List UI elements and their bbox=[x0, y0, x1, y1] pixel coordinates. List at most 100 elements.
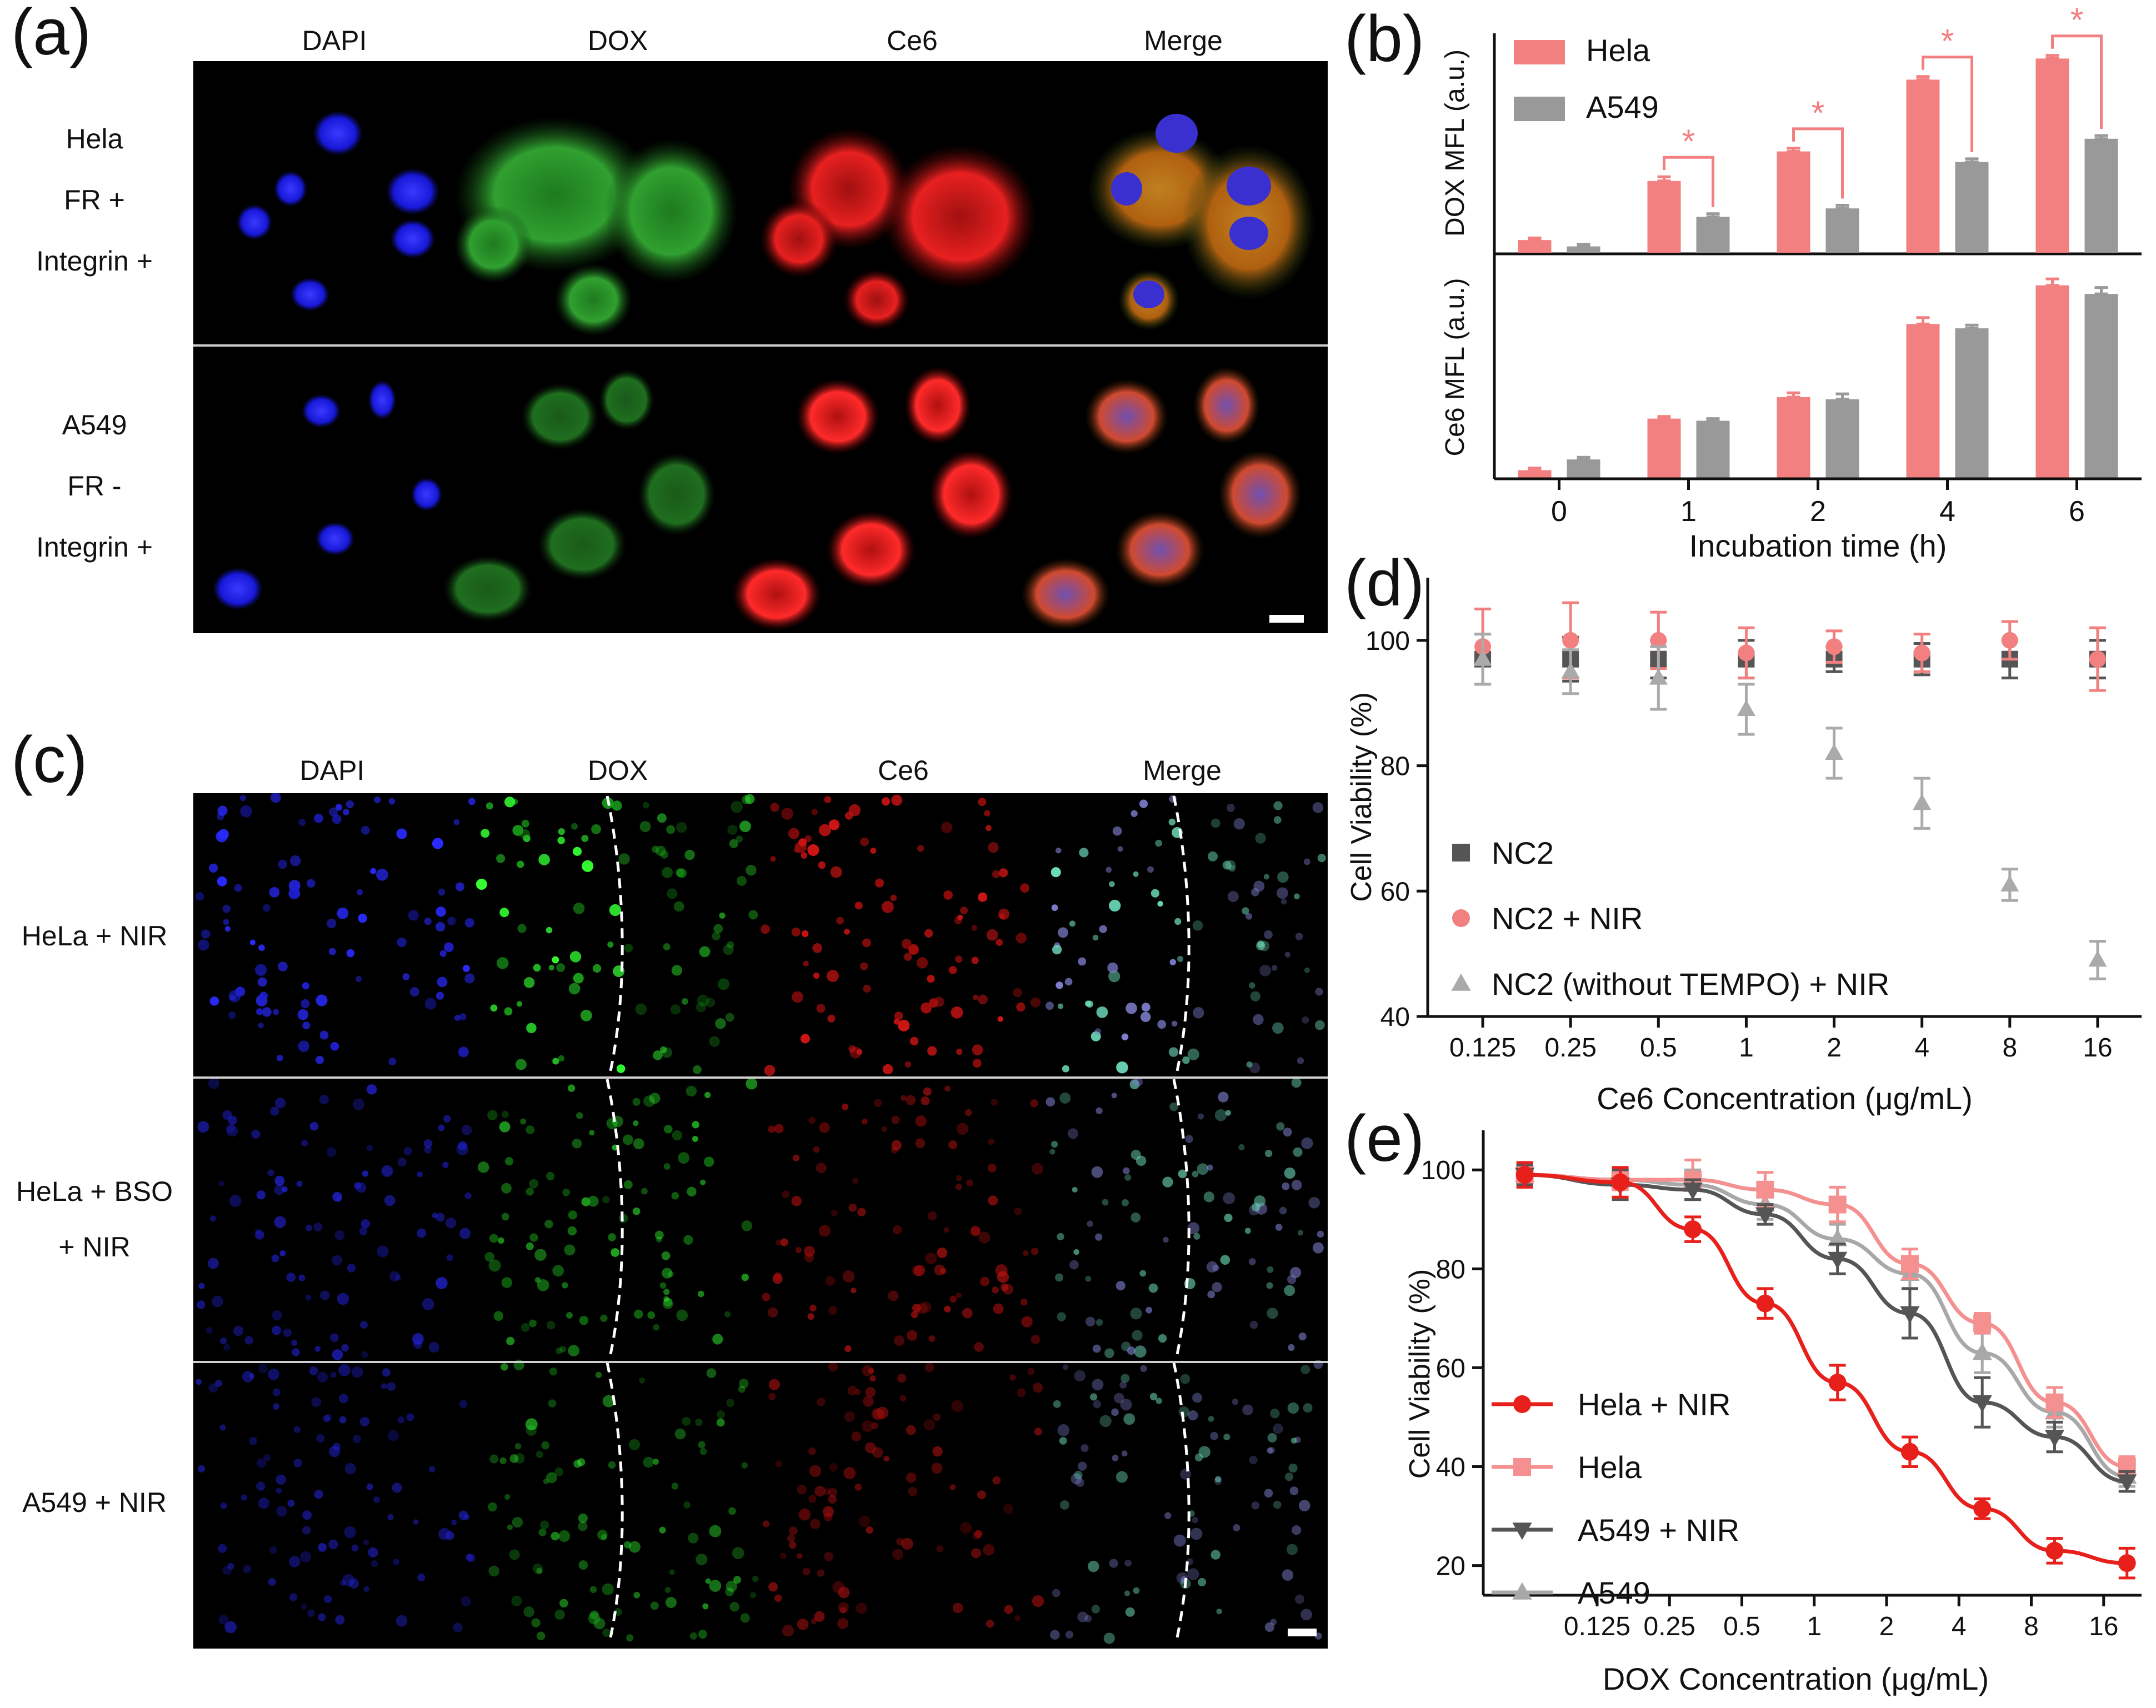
x-axis-label: Ce6 Concentration (μg/mL) bbox=[1597, 1081, 1973, 1116]
cell-dot bbox=[1059, 1500, 1069, 1510]
cell-dot bbox=[314, 813, 323, 823]
cell-dot bbox=[1071, 1473, 1082, 1485]
cell-dot bbox=[417, 1171, 423, 1178]
cell-dot bbox=[792, 1154, 800, 1161]
cell-dot bbox=[423, 1139, 433, 1149]
cell-dot bbox=[557, 837, 565, 844]
cell-dot bbox=[233, 1325, 244, 1336]
cell-dot bbox=[921, 1002, 932, 1014]
cell-dot bbox=[437, 976, 448, 988]
cell-dot bbox=[523, 834, 531, 842]
cell-dot bbox=[782, 1190, 790, 1199]
cell-dot bbox=[314, 1490, 323, 1499]
cell-dot bbox=[1157, 900, 1163, 907]
cell-dot bbox=[1016, 933, 1027, 944]
cell-dot bbox=[1168, 1047, 1179, 1057]
cell-dot bbox=[206, 1327, 213, 1334]
row-label-line: FR + bbox=[64, 184, 125, 216]
panel-a-letter: (a) bbox=[11, 0, 92, 69]
cell-dot bbox=[382, 1368, 391, 1377]
bar bbox=[1906, 79, 1940, 253]
cell-dot bbox=[567, 1226, 577, 1236]
cell-dot bbox=[509, 1549, 520, 1560]
cell-dot bbox=[662, 1299, 673, 1309]
cell-dot bbox=[898, 1019, 910, 1031]
cell-dot bbox=[1177, 955, 1184, 963]
significance-star: * bbox=[1941, 23, 1954, 60]
cell-dot bbox=[1169, 959, 1177, 965]
cell-dot bbox=[881, 797, 891, 806]
panel-c-scale-bar bbox=[1288, 1629, 1317, 1636]
cell-dot bbox=[1250, 888, 1259, 896]
x-tick-label: 4 bbox=[1914, 1033, 1929, 1063]
cell-dot bbox=[901, 1095, 907, 1101]
cell-dot bbox=[1032, 1595, 1044, 1607]
cell-dot bbox=[1192, 1170, 1199, 1178]
cell-dot bbox=[392, 1482, 402, 1493]
cell-dot bbox=[356, 1182, 367, 1193]
cell-dot bbox=[858, 1515, 871, 1527]
data-point bbox=[1649, 668, 1668, 685]
cell-dot bbox=[1185, 1135, 1193, 1143]
cell-dot bbox=[871, 1422, 879, 1430]
cell-dot bbox=[226, 1124, 235, 1133]
cell-dot bbox=[804, 835, 812, 843]
cell-dot bbox=[1067, 1128, 1079, 1139]
cell-dot bbox=[351, 1544, 359, 1552]
cell-dot bbox=[988, 1139, 994, 1145]
nucleus bbox=[291, 278, 329, 311]
cell-dot bbox=[572, 1139, 582, 1149]
cell-dot bbox=[1123, 1167, 1130, 1175]
cell-dot bbox=[1284, 1472, 1294, 1481]
data-point bbox=[2089, 650, 2106, 668]
y-tick-label: 60 bbox=[1436, 1354, 1465, 1383]
cell-dot bbox=[623, 1180, 633, 1189]
cell-dot bbox=[1088, 1560, 1099, 1572]
cell-dot bbox=[564, 1244, 576, 1256]
cell-dot bbox=[276, 1506, 287, 1517]
cell-dot bbox=[699, 1447, 707, 1455]
cell-dot bbox=[332, 1191, 342, 1202]
cell-dot bbox=[259, 991, 268, 1000]
cell-dot bbox=[272, 1310, 282, 1321]
cell-dot bbox=[1315, 988, 1323, 996]
cell-dot bbox=[986, 1620, 994, 1628]
cell-dot bbox=[842, 1103, 849, 1110]
cell-dot bbox=[368, 1547, 378, 1558]
cell-dot bbox=[662, 1268, 673, 1279]
cell-dot bbox=[1212, 1264, 1219, 1271]
cell-dot bbox=[339, 1416, 347, 1424]
cell-dot bbox=[552, 1265, 564, 1277]
cell-dot bbox=[477, 1161, 489, 1173]
cell-dot bbox=[744, 794, 755, 804]
cell-dot bbox=[907, 1330, 918, 1341]
cell-dot bbox=[673, 901, 684, 912]
cell-dot bbox=[983, 1544, 995, 1556]
cell-dot bbox=[978, 994, 988, 1005]
cell-dot bbox=[212, 1295, 223, 1308]
significance-bracket bbox=[1663, 156, 1714, 207]
x-tick-label: 0.5 bbox=[1723, 1612, 1760, 1641]
x-tick-label: 1 bbox=[1807, 1612, 1822, 1641]
cell-dot bbox=[871, 1408, 883, 1420]
cell-dot bbox=[978, 1231, 991, 1244]
cell-dot bbox=[1198, 1446, 1210, 1458]
cell-dot bbox=[915, 1115, 927, 1127]
cell-dot bbox=[381, 1165, 393, 1177]
cell-dot bbox=[1058, 927, 1068, 938]
panel-c-row-separator bbox=[193, 1361, 1328, 1363]
panel-c-row-2-label: HeLa + BSO + NIR bbox=[11, 1164, 178, 1275]
cell-dot bbox=[282, 1186, 288, 1193]
data-point bbox=[1828, 1374, 1847, 1392]
cell-dot bbox=[506, 1336, 515, 1345]
cell-dot bbox=[1271, 965, 1278, 971]
cell-dot bbox=[1021, 1298, 1028, 1306]
cell-dot bbox=[533, 964, 541, 972]
cell-dot bbox=[807, 844, 819, 856]
cell-dot bbox=[1099, 925, 1107, 933]
cell-dot bbox=[361, 1351, 368, 1358]
cell-dot bbox=[896, 1537, 904, 1546]
cell-dot bbox=[249, 1437, 257, 1445]
cell-dot bbox=[326, 918, 337, 929]
cell-dot bbox=[825, 1276, 836, 1286]
